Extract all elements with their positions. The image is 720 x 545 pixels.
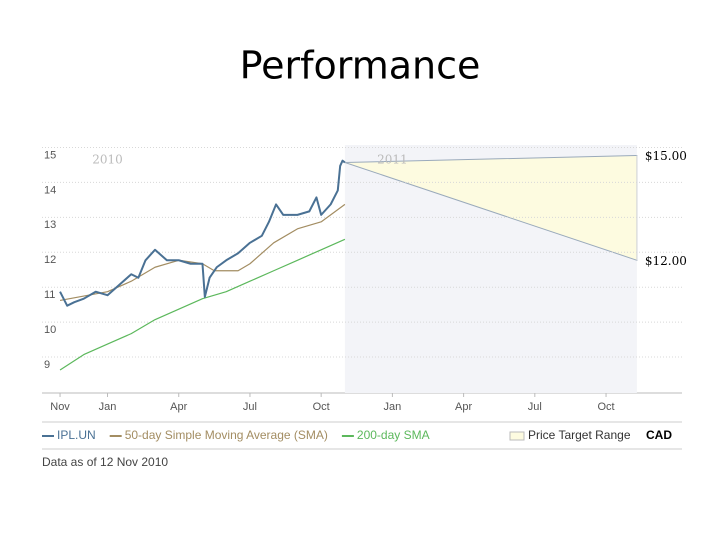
x-tick-label: Apr <box>170 401 187 413</box>
currency: CAD <box>646 428 672 442</box>
y-tick-label: 15 <box>44 149 56 161</box>
x-tick-label: Jan <box>99 401 117 413</box>
legend-label: IPL.UN <box>57 428 96 442</box>
target-label: $12.00 <box>645 254 687 268</box>
series-line <box>59 238 346 371</box>
y-tick-label: 9 <box>44 359 50 371</box>
target-label: $15.00 <box>645 149 687 163</box>
footnote: Data as of 12 Nov 2010 <box>42 455 168 469</box>
legend-label: Price Target Range <box>528 428 631 442</box>
y-tick-label: 13 <box>44 219 56 231</box>
legend-swatch <box>509 431 525 441</box>
x-tick-label: Jul <box>528 401 542 413</box>
x-tick-label: Oct <box>313 401 330 413</box>
chart-title: Performance <box>240 44 481 88</box>
y-tick-label: 11 <box>44 289 55 301</box>
x-tick-label: Jul <box>243 401 257 413</box>
x-tick-label: Jan <box>384 401 402 413</box>
y-tick-label: 10 <box>44 324 56 336</box>
y-tick-label: 12 <box>44 254 56 266</box>
x-tick-label: Oct <box>597 401 614 413</box>
x-tick-label: Apr <box>455 401 472 413</box>
year-label: 2011 <box>377 153 408 167</box>
y-tick-label: 14 <box>44 184 56 196</box>
legend-label: 50-day Simple Moving Average (SMA) <box>125 428 328 442</box>
year-label: 2010 <box>92 153 123 167</box>
series-line <box>59 159 346 307</box>
legend-label: 200-day SMA <box>357 428 430 442</box>
x-tick-label: Nov <box>50 401 70 413</box>
